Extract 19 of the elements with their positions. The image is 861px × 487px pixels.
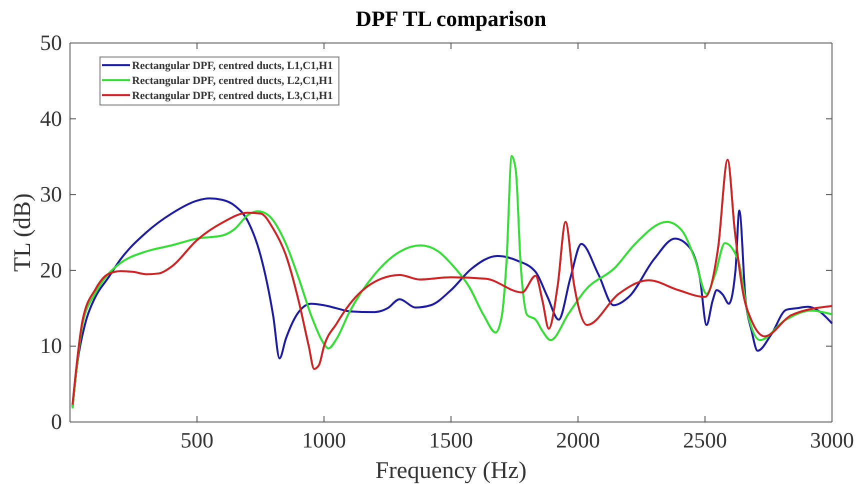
y-tick-label: 30	[40, 182, 62, 207]
x-axis-title: Frequency (Hz)	[375, 458, 527, 484]
legend-label: Rectangular DPF, centred ducts, L3,C1,H1	[132, 90, 333, 102]
line-series	[72, 197, 833, 408]
x-tick-label: 3000	[810, 428, 854, 453]
x-tick-label: 2500	[683, 428, 727, 453]
legend-label: Rectangular DPF, centred ducts, L2,C1,H1	[132, 75, 333, 87]
x-tick-label: 1000	[302, 428, 346, 453]
x-tick-label: 2000	[556, 428, 600, 453]
legend-label: Rectangular DPF, centred ducts, L1,C1,H1	[132, 60, 333, 72]
y-tick-label: 20	[40, 257, 62, 282]
y-tick-label: 40	[40, 106, 62, 131]
y-tick-label: 50	[40, 30, 62, 56]
x-tick-label: 500	[180, 428, 214, 453]
chart-title: DPF TL comparison	[356, 6, 546, 31]
x-tick-label: 1500	[429, 428, 473, 453]
y-tick-label: 10	[40, 333, 62, 358]
y-axis-title: TL (dB)	[10, 193, 36, 272]
y-tick-label: 0	[51, 409, 62, 434]
